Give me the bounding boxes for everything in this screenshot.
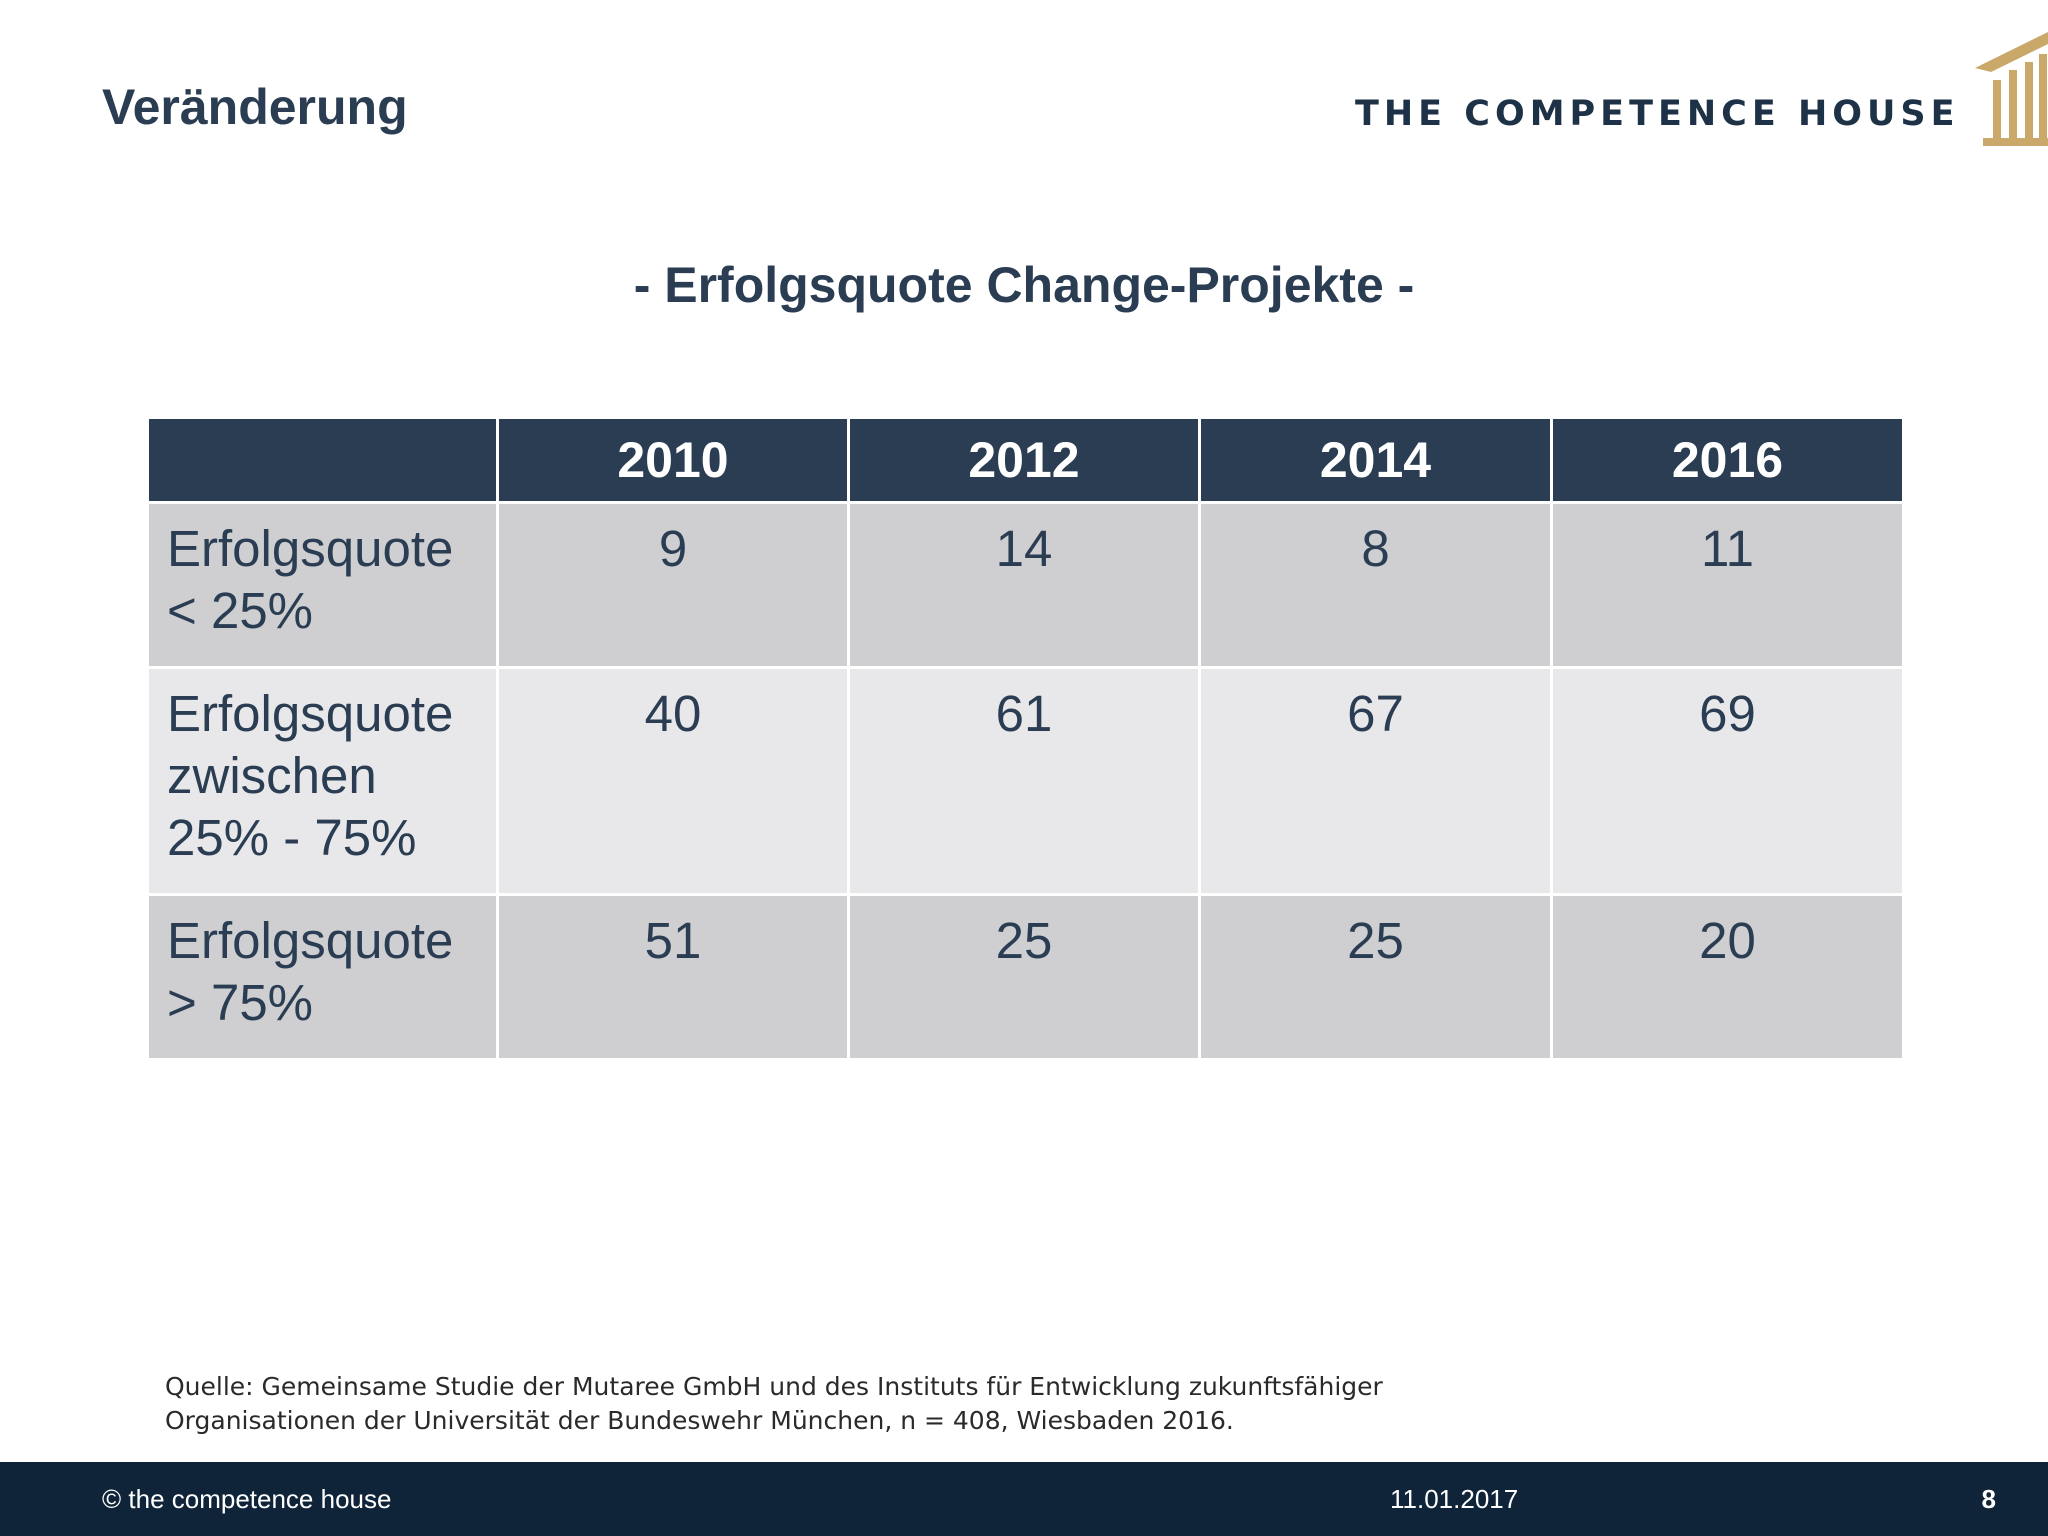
header-cell xyxy=(146,416,499,504)
slide-title: Veränderung xyxy=(102,79,408,135)
table-title: - Erfolgsquote Change-Projekte - xyxy=(633,257,1415,313)
value-cell: 69 xyxy=(1550,666,1905,896)
house-columns-icon xyxy=(1975,32,2048,146)
header-cell: 2012 xyxy=(847,416,1201,504)
value-cell: 14 xyxy=(847,501,1201,669)
footer-copyright: © the competence house xyxy=(102,1484,392,1514)
footer-bar: © the competence house 11.01.2017 8 xyxy=(0,1462,2048,1536)
row-label-line: Erfolgsquote xyxy=(167,912,454,969)
row-label: Erfolgsquote < 25% xyxy=(146,501,499,669)
row-label-line: 25% - 75% xyxy=(167,809,417,866)
row-label-line: zwischen xyxy=(167,747,377,804)
value-cell: 40 xyxy=(496,666,850,896)
row-label: Erfolgsquote zwischen 25% - 75% xyxy=(146,666,499,896)
value-cell: 25 xyxy=(1198,893,1553,1061)
row-label-line: > 75% xyxy=(167,974,314,1031)
row-label: Erfolgsquote > 75% xyxy=(146,893,499,1061)
value-cell: 61 xyxy=(847,666,1201,896)
table-row: Erfolgsquote < 25% 9 14 8 11 xyxy=(146,501,1905,669)
value-cell: 8 xyxy=(1198,501,1553,669)
row-label-line: Erfolgsquote xyxy=(167,520,454,577)
source-line: Organisationen der Universität der Bunde… xyxy=(165,1406,1234,1435)
source-note: Quelle: Gemeinsame Studie der Mutaree Gm… xyxy=(165,1370,1465,1438)
value-cell: 25 xyxy=(847,893,1201,1061)
value-cell: 51 xyxy=(496,893,850,1061)
footer-date: 11.01.2017 xyxy=(1390,1484,1519,1514)
value-cell: 9 xyxy=(496,501,850,669)
table-row: Erfolgsquote > 75% 51 25 25 20 xyxy=(146,893,1905,1061)
header-cell: 2014 xyxy=(1198,416,1553,504)
value-cell: 11 xyxy=(1550,501,1905,669)
header-cell: 2016 xyxy=(1550,416,1905,504)
value-cell: 20 xyxy=(1550,893,1905,1061)
page-number: 8 xyxy=(1981,1484,1996,1514)
table-header-row: 2010 2012 2014 2016 xyxy=(146,416,1905,504)
row-label-line: Erfolgsquote xyxy=(167,685,454,742)
value-cell: 67 xyxy=(1198,666,1553,896)
logo-text: THE COMPETENCE HOUSE xyxy=(1355,94,1960,134)
company-logo: THE COMPETENCE HOUSE xyxy=(1355,18,2048,148)
header-cell: 2010 xyxy=(496,416,850,504)
table-row: Erfolgsquote zwischen 25% - 75% 40 61 67… xyxy=(146,666,1905,896)
source-line: Quelle: Gemeinsame Studie der Mutaree Gm… xyxy=(165,1372,1383,1401)
success-rate-table: 2010 2012 2014 2016 Erfolgsquote < 25% 9… xyxy=(146,416,1905,1061)
row-label-line: < 25% xyxy=(167,582,314,639)
